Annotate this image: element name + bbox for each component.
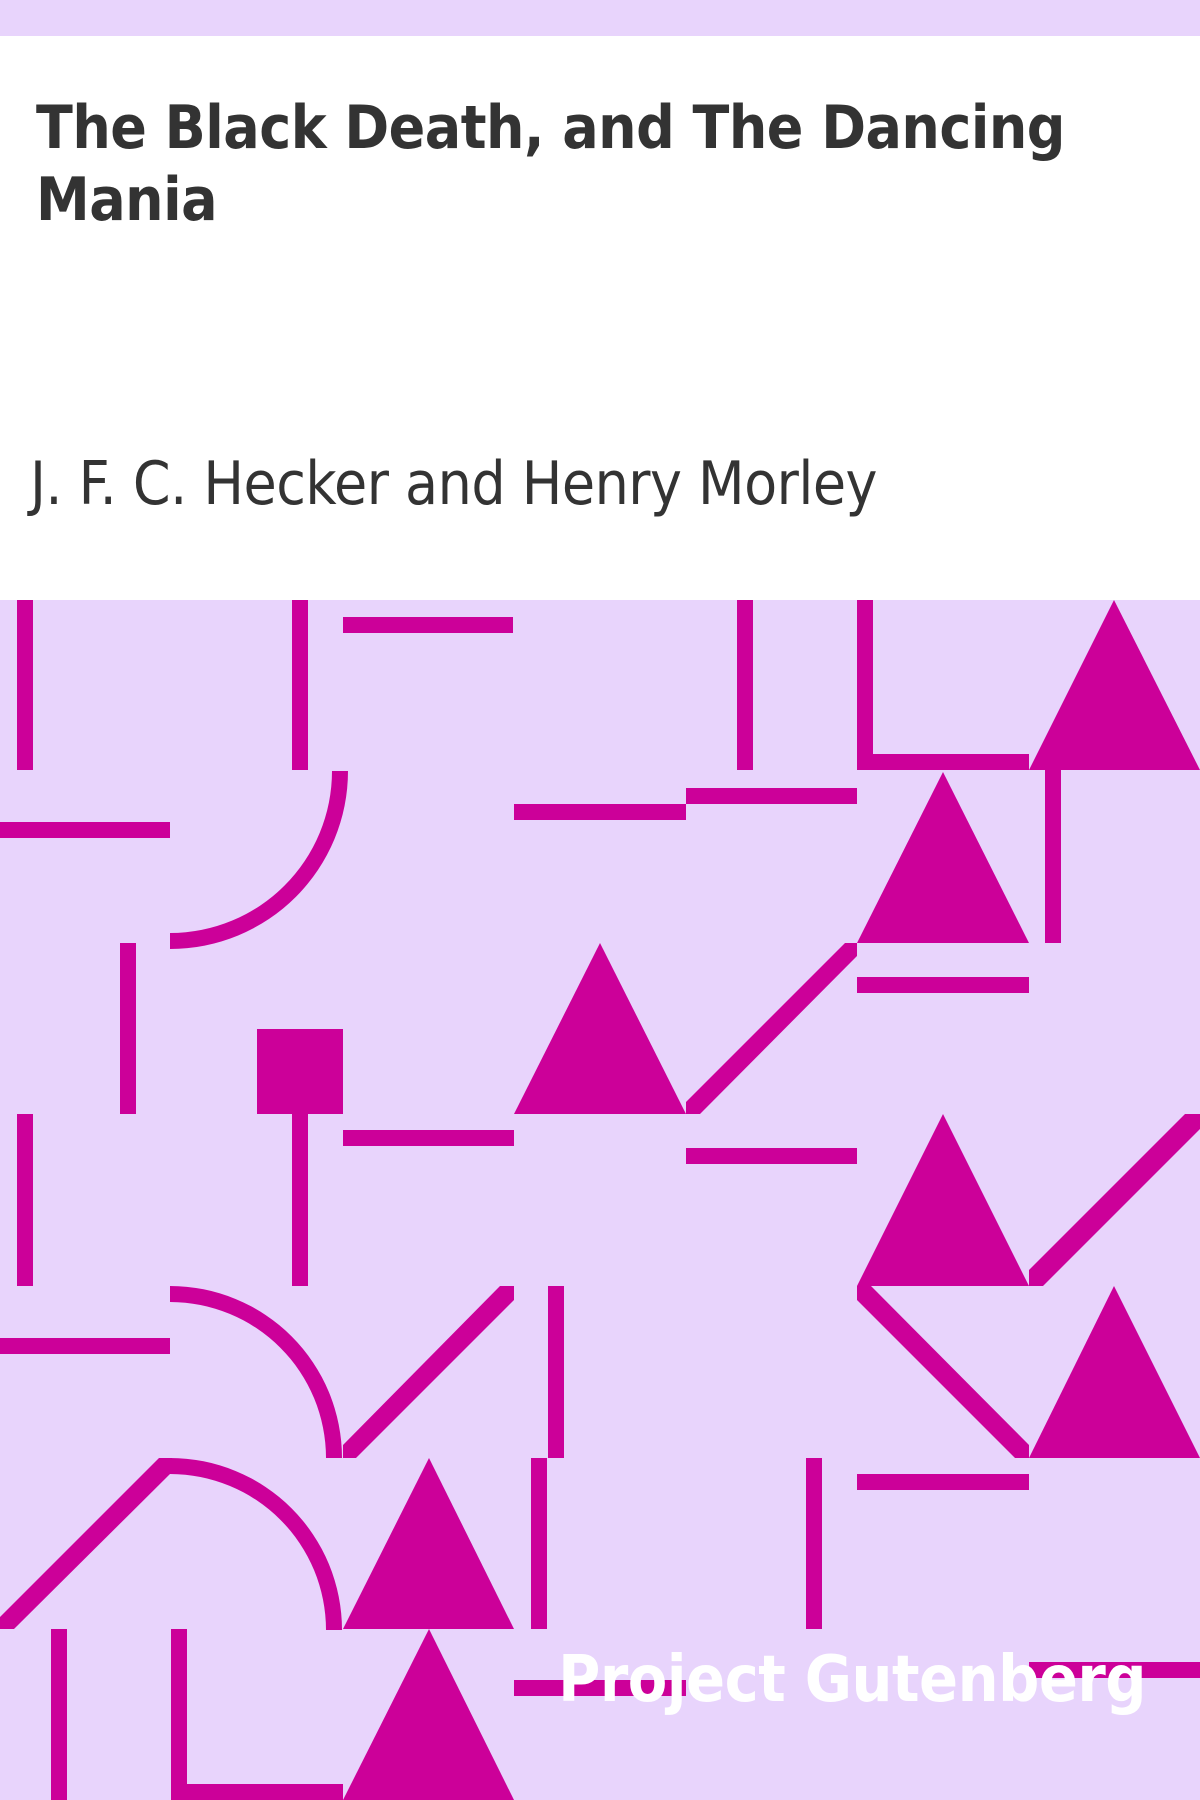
pattern-triangle [857,772,1029,943]
pattern-bar [51,1629,67,1800]
pattern-bar [17,600,33,770]
pattern-bar [0,822,170,838]
pattern-bar [857,977,1029,993]
pattern-arc [170,1458,342,1630]
pattern-triangle [343,1629,514,1800]
pattern-bar [548,1286,564,1458]
pattern-triangle [857,1114,1029,1286]
pattern-triangle [343,1458,514,1629]
pattern-bar [292,600,308,770]
pattern-corner [857,600,1029,770]
pattern-bar [292,1114,308,1286]
publisher-name: Project Gutenberg [558,1643,1146,1717]
pattern-bar [514,804,686,820]
book-author: J. F. C. Hecker and Henry Morley [30,449,877,519]
pattern-triangle [1029,1286,1200,1458]
pattern-corner [171,1629,343,1800]
pattern-diagonal [343,1286,514,1458]
pattern-bar [806,1458,822,1629]
top-band [0,0,1200,36]
pattern-bar [686,1148,857,1164]
pattern-triangle [514,943,686,1114]
pattern-bar [1029,1662,1200,1678]
pattern-bar [686,788,857,804]
cover-pattern [0,600,1200,1800]
pattern-square [257,1029,343,1114]
pattern-bar [514,1680,686,1696]
pattern-bar [0,1338,170,1354]
pattern-arc [170,771,348,949]
title-panel [0,36,1200,600]
pattern-bar [343,1130,514,1146]
pattern-arc [170,1286,342,1458]
pattern-diagonal [857,1286,1029,1458]
pattern-diagonal [1029,1114,1200,1286]
pattern-bar [531,1458,547,1629]
pattern-triangle [1029,600,1200,770]
pattern-bar [17,1114,33,1286]
pattern-bar [857,1474,1029,1490]
pattern-diagonal [686,943,857,1114]
pattern-diagonal [0,1458,172,1629]
pattern-bar [1045,770,1061,943]
book-title: The Black Death, and The Dancing Mania [36,93,1065,235]
pattern-bar [120,943,136,1114]
pattern-bar [737,600,753,770]
pattern-bar [343,617,513,633]
